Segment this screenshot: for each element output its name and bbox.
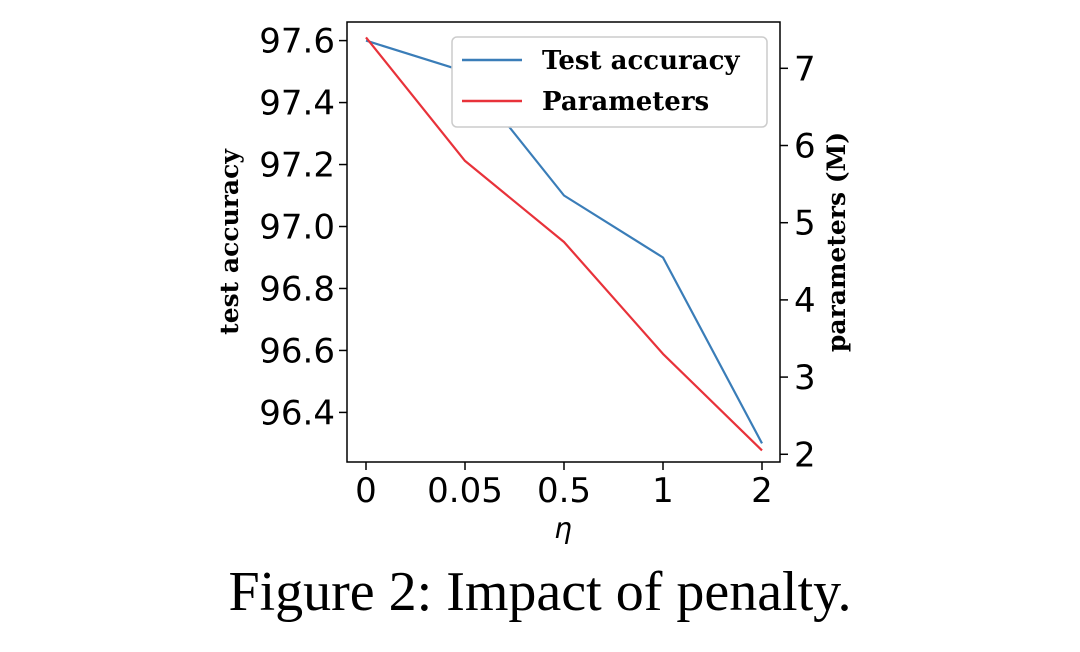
- x-tick-label: 0: [355, 471, 377, 511]
- y-left-tick-label: 97.2: [259, 146, 335, 186]
- legend: Test accuracy Parameters: [451, 36, 768, 128]
- y-right-tick-label: 4: [794, 281, 816, 321]
- legend-label-test-accuracy: Test accuracy: [542, 46, 740, 76]
- legend-box: [451, 36, 768, 128]
- y-left-tick-label: 96.8: [259, 269, 335, 309]
- x-axis-title: η: [554, 512, 572, 545]
- x-tick-label: 0.5: [537, 471, 591, 511]
- series-line-parameters: [365, 36, 763, 452]
- y-left-tick-label: 96.6: [259, 331, 335, 371]
- figure-caption: Figure 2: Impact of penalty.: [228, 561, 852, 623]
- y-right-tick-label: 7: [794, 49, 816, 89]
- y-left-tick-label: 97.4: [259, 84, 335, 124]
- y-right-tick-label: 2: [794, 435, 816, 475]
- y-right-tick-label: 3: [794, 358, 816, 398]
- y-right-tick-label: 6: [794, 127, 816, 167]
- y-left-tick-label: 97.6: [259, 22, 335, 62]
- y-left-tick-label: 96.4: [259, 393, 335, 433]
- y-left-tick-label: 97.0: [259, 208, 335, 248]
- y-right-tick-label: 5: [794, 204, 816, 244]
- legend-label-parameters: Parameters: [542, 87, 709, 117]
- y-axis-left-title: test accuracy: [215, 148, 244, 335]
- x-tick-label: 2: [751, 471, 773, 511]
- y-axis-right-title: parameters (M): [822, 132, 851, 352]
- series-line-test-accuracy: [365, 39, 763, 444]
- x-tick-label: 0.05: [427, 471, 503, 511]
- x-tick-label: 1: [652, 471, 674, 511]
